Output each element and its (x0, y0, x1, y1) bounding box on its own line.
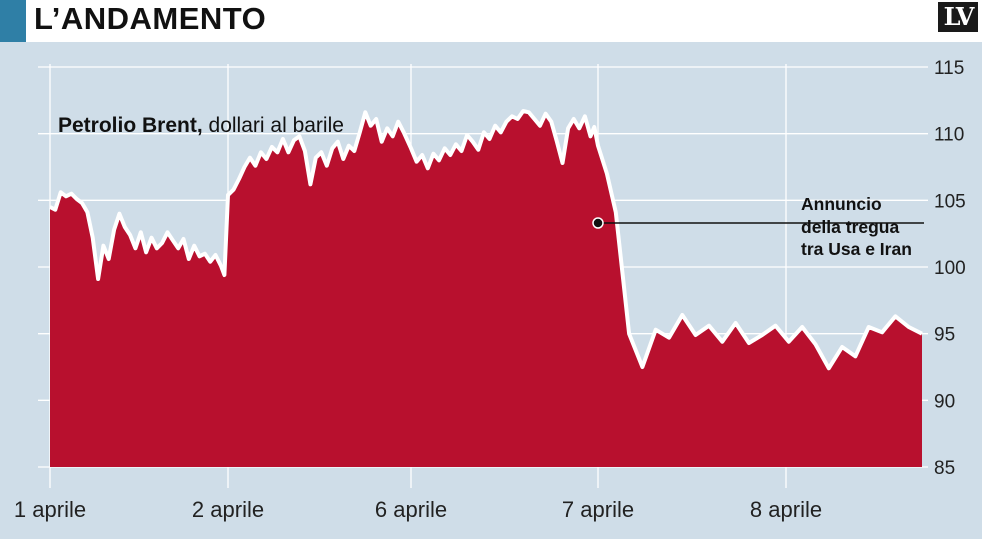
y-tick-label: 95 (934, 325, 955, 346)
price-line (49, 109, 923, 371)
y-tick-label: 115 (934, 58, 964, 79)
y-tick-label: 90 (934, 391, 955, 412)
annotation-marker (592, 217, 924, 229)
x-tick-label: 6 aprile (375, 497, 447, 522)
y-tick-label: 105 (934, 191, 966, 212)
annotation-dot (592, 217, 604, 229)
page-title: L’ANDAMENTO (34, 1, 267, 36)
y-axis-tick-labels: 85 90 95 100 105 110 115 (934, 58, 966, 479)
x-tick-label: 2 aprile (192, 497, 264, 522)
chart-title: Petrolio Brent, dollari al barile (58, 114, 344, 138)
y-tick-label: 85 (934, 458, 955, 479)
ceasefire-annotation: Annuncio della tregua tra Usa e Iran (801, 193, 941, 261)
chart-title-bold: Petrolio Brent, (58, 114, 203, 137)
x-tick-label: 7 aprile (562, 497, 634, 522)
price-area-fill (50, 111, 922, 467)
x-tick-label: 8 aprile (750, 497, 822, 522)
brent-price-chart: 85 90 95 100 105 110 115 1 aprile 2 aprile 6 apr… (14, 58, 966, 522)
annotation-line-1: Annuncio (801, 194, 882, 214)
y-tick-label: 100 (934, 258, 966, 279)
chart-area: 85 90 95 100 105 110 115 1 aprile 2 aprile 6 apr… (0, 42, 982, 539)
header-accent-bar (0, 0, 26, 42)
annotation-line-2: della tregua (801, 216, 900, 237)
chart-title-rest: dollari al barile (202, 114, 344, 137)
annotation-line-3: tra Usa e Iran (801, 239, 912, 259)
lv-logo: LV (938, 2, 978, 32)
x-tick-label: 1 aprile (14, 497, 86, 522)
header: L’ANDAMENTO LV (0, 0, 982, 42)
x-axis-tick-labels: 1 aprile 2 aprile 6 aprile 7 aprile 8 aprile (14, 497, 822, 522)
y-tick-label: 110 (934, 125, 964, 146)
